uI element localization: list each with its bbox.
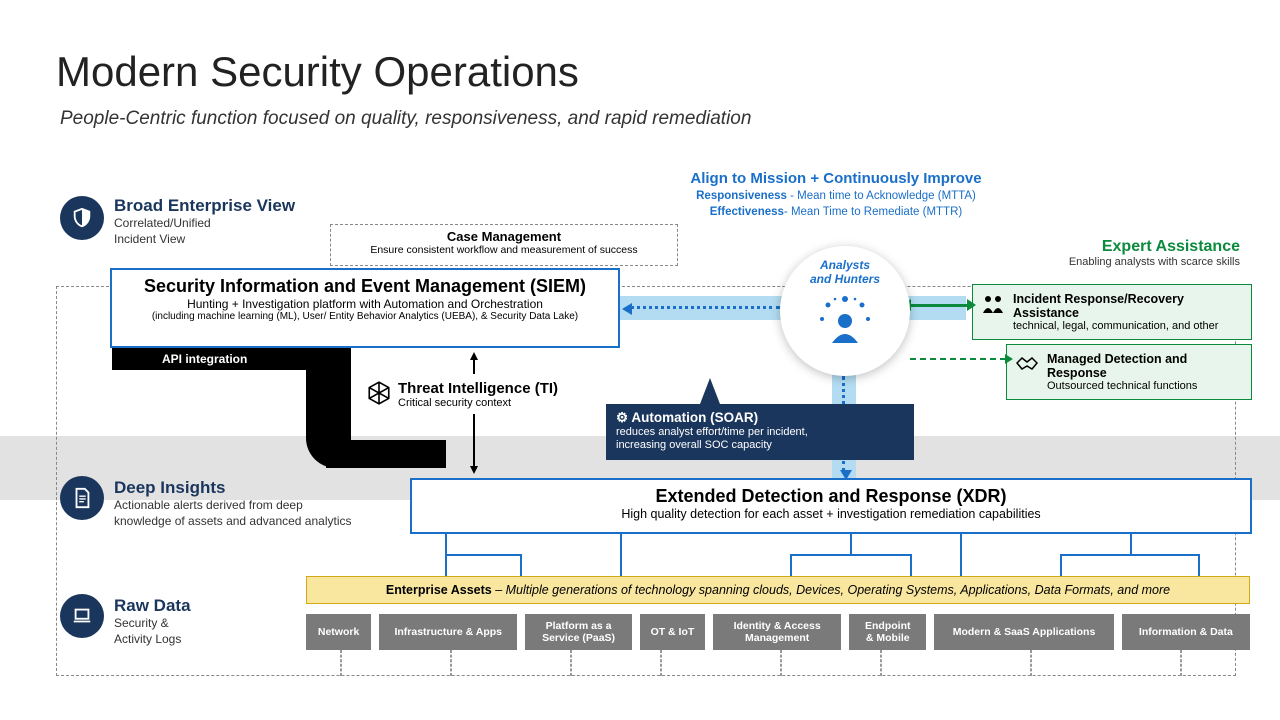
- page-title: Modern Security Operations: [56, 48, 579, 96]
- asset-chip: Infrastructure & Apps: [379, 614, 517, 650]
- asset-chip: Modern & SaaS Applications: [934, 614, 1113, 650]
- expert-box-ir: Incident Response/Recovery Assistance te…: [972, 284, 1252, 340]
- flow-arrow-expert: [906, 296, 966, 320]
- ti-arrow: [468, 350, 480, 481]
- dash-7: [1030, 650, 1032, 676]
- dash-4: [660, 650, 662, 676]
- conn-5h: [1060, 554, 1200, 556]
- asset-chip: Network: [306, 614, 371, 650]
- siem-box: Security Information and Event Managemen…: [110, 268, 620, 348]
- conn-3a: [790, 554, 792, 576]
- people-icon: [810, 287, 880, 347]
- dash-5: [780, 650, 782, 676]
- dash-1: [340, 650, 342, 676]
- document-icon: [60, 476, 104, 520]
- green-arrow-bidir: [910, 304, 968, 307]
- xdr-box: Extended Detection and Response (XDR) Hi…: [410, 478, 1252, 534]
- conn-5b: [1198, 554, 1200, 576]
- dash-6: [880, 650, 882, 676]
- broad-view-label: Broad Enterprise View Correlated/Unified…: [114, 196, 295, 247]
- asset-chip: Identity & Access Management: [713, 614, 841, 650]
- deep-insights-label: Deep Insights Actionable alerts derived …: [114, 478, 352, 529]
- green-dashed-arrow: [910, 358, 1006, 360]
- handshake-icon: [1015, 353, 1039, 376]
- asset-chip: Information & Data: [1122, 614, 1250, 650]
- soar-triangle: [700, 378, 720, 404]
- dash-2: [450, 650, 452, 676]
- asset-chip: Platform as a Service (PaaS): [525, 614, 632, 650]
- analysts-circle: Analystsand Hunters: [780, 246, 910, 376]
- conn-3b: [910, 554, 912, 576]
- asset-chip: OT & IoT: [640, 614, 705, 650]
- conn-3h: [790, 554, 912, 556]
- conn-5a: [1060, 554, 1062, 576]
- dash-8: [1180, 650, 1182, 676]
- asset-chip-row: NetworkInfrastructure & AppsPlatform as …: [306, 614, 1250, 650]
- asset-chip: Endpoint & Mobile: [849, 614, 926, 650]
- align-line2: Effectiveness- Mean Time to Remediate (M…: [666, 206, 1006, 218]
- conn-2: [620, 534, 622, 576]
- dash-3: [570, 650, 572, 676]
- case-management-box: Case Management Ensure consistent workfl…: [330, 224, 678, 266]
- shield-icon: [60, 196, 104, 240]
- soar-box: ⚙ Automation (SOAR) reduces analyst effo…: [606, 404, 914, 460]
- raw-data-label: Raw Data Security & Activity Logs: [114, 596, 191, 647]
- conn-3: [850, 534, 852, 556]
- conn-1b: [520, 554, 522, 576]
- cube-icon: [366, 380, 392, 411]
- dotted-arrow-left: [630, 306, 780, 309]
- api-pipe-horizontal: [326, 440, 446, 468]
- align-heading: Align to Mission + Continuously Improve: [666, 170, 1006, 187]
- conn-4: [960, 534, 962, 576]
- enterprise-assets-bar: Enterprise Assets – Multiple generations…: [306, 576, 1250, 604]
- expert-box-mdr: Managed Detection and Response Outsource…: [1006, 344, 1252, 400]
- expert-heading: Expert Assistance Enabling analysts with…: [1040, 238, 1240, 268]
- page-subtitle: People-Centric function focused on quali…: [60, 108, 751, 130]
- laptop-icon: [60, 594, 104, 638]
- conn-1h: [445, 554, 522, 556]
- conn-5: [1130, 534, 1132, 556]
- api-integration-bar: API integration: [112, 348, 332, 370]
- people-pair-icon: [981, 293, 1005, 318]
- align-line1: Responsiveness - Mean time to Acknowledg…: [666, 190, 1006, 202]
